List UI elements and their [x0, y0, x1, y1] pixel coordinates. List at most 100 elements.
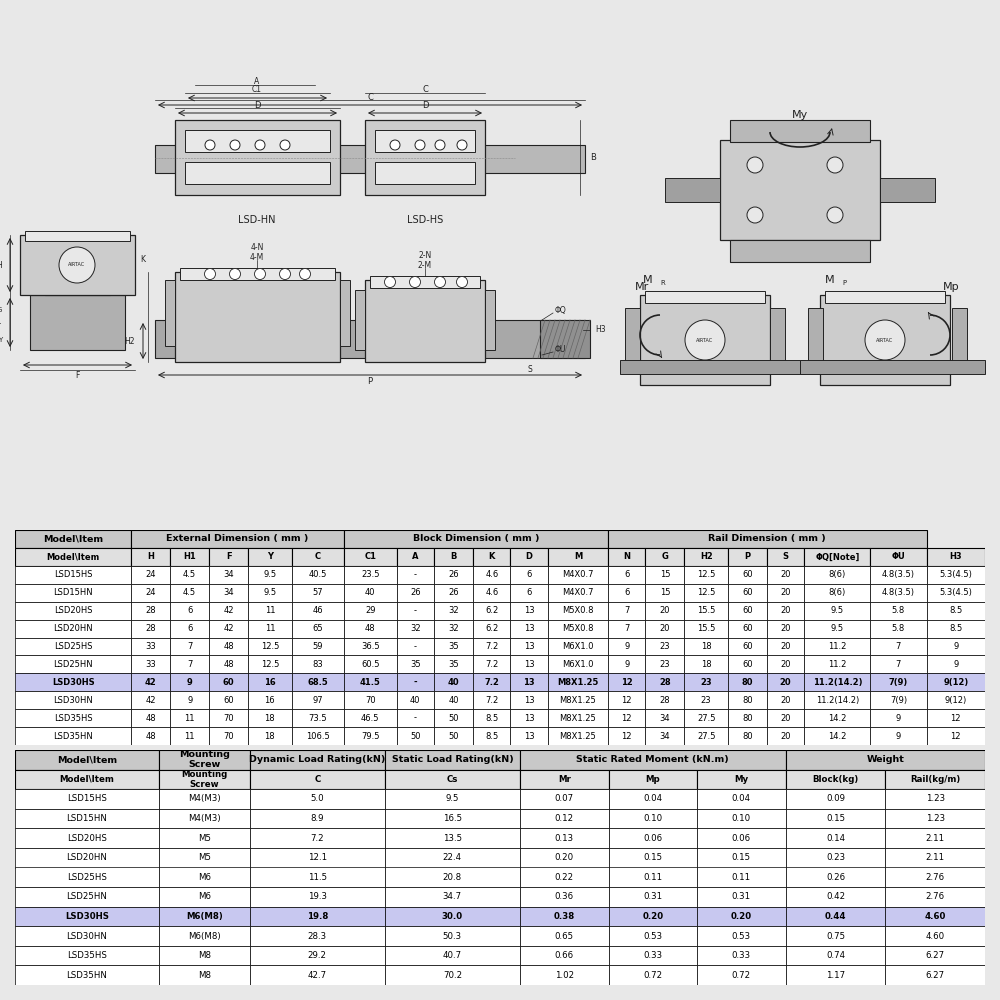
- Bar: [608, 584, 645, 602]
- Bar: [155, 320, 585, 358]
- Text: 1.17: 1.17: [826, 971, 845, 980]
- Bar: [131, 709, 170, 727]
- Text: 19.8: 19.8: [307, 912, 328, 921]
- Text: H1: H1: [0, 318, 2, 326]
- Text: 40: 40: [365, 588, 376, 597]
- Bar: [927, 602, 985, 620]
- Text: Static Load Rating(kN): Static Load Rating(kN): [392, 755, 513, 764]
- Bar: [510, 602, 548, 620]
- Text: 0.12: 0.12: [555, 814, 574, 823]
- Text: 33: 33: [145, 660, 156, 669]
- Text: 0.10: 0.10: [732, 814, 751, 823]
- Text: AIRTAC: AIRTAC: [876, 338, 894, 342]
- Text: S: S: [528, 365, 532, 374]
- Text: 28: 28: [145, 624, 156, 633]
- Bar: [344, 691, 397, 709]
- Text: 70.2: 70.2: [443, 971, 462, 980]
- Text: 60: 60: [742, 660, 753, 669]
- Bar: [248, 548, 292, 566]
- Text: 6: 6: [624, 570, 629, 579]
- Text: 1.23: 1.23: [926, 814, 945, 823]
- Bar: [608, 566, 645, 584]
- Bar: [209, 727, 248, 745]
- Bar: [248, 655, 292, 673]
- Text: 46.5: 46.5: [361, 714, 380, 723]
- Bar: [786, 867, 885, 887]
- Bar: [645, 620, 684, 638]
- Bar: [175, 120, 340, 195]
- Text: M6X1.0: M6X1.0: [562, 642, 594, 651]
- Circle shape: [456, 276, 468, 288]
- Text: 5.8: 5.8: [892, 624, 905, 633]
- Text: 6.2: 6.2: [485, 606, 498, 615]
- Text: 0.14: 0.14: [826, 834, 845, 843]
- Text: 0.04: 0.04: [643, 794, 662, 803]
- Text: LSD35HS: LSD35HS: [67, 951, 107, 960]
- Text: 18: 18: [701, 660, 711, 669]
- Bar: [170, 727, 209, 745]
- Bar: [15, 946, 159, 965]
- Text: 5.3(4.5): 5.3(4.5): [939, 588, 972, 597]
- Bar: [786, 887, 885, 907]
- Bar: [159, 770, 250, 789]
- Text: 32: 32: [410, 624, 421, 633]
- Text: 8.9: 8.9: [311, 814, 324, 823]
- Text: 20: 20: [780, 714, 791, 723]
- Text: 2-N: 2-N: [418, 251, 432, 260]
- Bar: [804, 655, 870, 673]
- Bar: [870, 691, 927, 709]
- Text: 13: 13: [523, 678, 535, 687]
- Bar: [209, 673, 248, 691]
- Bar: [344, 638, 397, 655]
- Text: LSD15HN: LSD15HN: [53, 588, 93, 597]
- Text: LSD30HN: LSD30HN: [53, 696, 93, 705]
- Bar: [804, 548, 870, 566]
- Bar: [209, 602, 248, 620]
- Bar: [786, 965, 885, 985]
- Bar: [344, 548, 397, 566]
- Bar: [885, 848, 985, 867]
- Text: LSD25HN: LSD25HN: [67, 892, 107, 901]
- Bar: [609, 965, 697, 985]
- Bar: [804, 709, 870, 727]
- Bar: [473, 602, 510, 620]
- Bar: [159, 926, 250, 946]
- Text: 32: 32: [448, 606, 459, 615]
- Text: 6.27: 6.27: [926, 951, 945, 960]
- Text: LSD25HS: LSD25HS: [67, 873, 107, 882]
- Text: 11.2: 11.2: [828, 642, 847, 651]
- Text: S: S: [783, 552, 789, 561]
- Text: LSD30HN: LSD30HN: [67, 932, 107, 941]
- Text: Mp: Mp: [943, 282, 960, 292]
- Bar: [510, 673, 548, 691]
- Bar: [15, 965, 159, 985]
- Text: 35: 35: [448, 642, 459, 651]
- Text: 36.5: 36.5: [361, 642, 380, 651]
- Text: N: N: [623, 552, 630, 561]
- Bar: [684, 727, 728, 745]
- Text: 42: 42: [223, 606, 234, 615]
- Bar: [684, 548, 728, 566]
- Bar: [209, 620, 248, 638]
- Text: 83: 83: [312, 660, 323, 669]
- Bar: [728, 691, 767, 709]
- Text: 46: 46: [313, 606, 323, 615]
- Bar: [786, 907, 885, 926]
- Bar: [870, 584, 927, 602]
- Text: 13: 13: [524, 624, 535, 633]
- Text: LSD30HS: LSD30HS: [65, 912, 109, 921]
- Text: 2.76: 2.76: [926, 873, 945, 882]
- Text: 70: 70: [223, 732, 234, 741]
- Text: 9: 9: [187, 696, 192, 705]
- Text: P: P: [744, 552, 750, 561]
- Text: LSD30HS: LSD30HS: [52, 678, 94, 687]
- Bar: [170, 602, 209, 620]
- Bar: [927, 655, 985, 673]
- Bar: [292, 584, 344, 602]
- Bar: [609, 770, 697, 789]
- Text: R: R: [660, 280, 665, 286]
- Bar: [434, 655, 473, 673]
- Text: 16.5: 16.5: [443, 814, 462, 823]
- Bar: [885, 946, 985, 965]
- Text: G: G: [661, 552, 668, 561]
